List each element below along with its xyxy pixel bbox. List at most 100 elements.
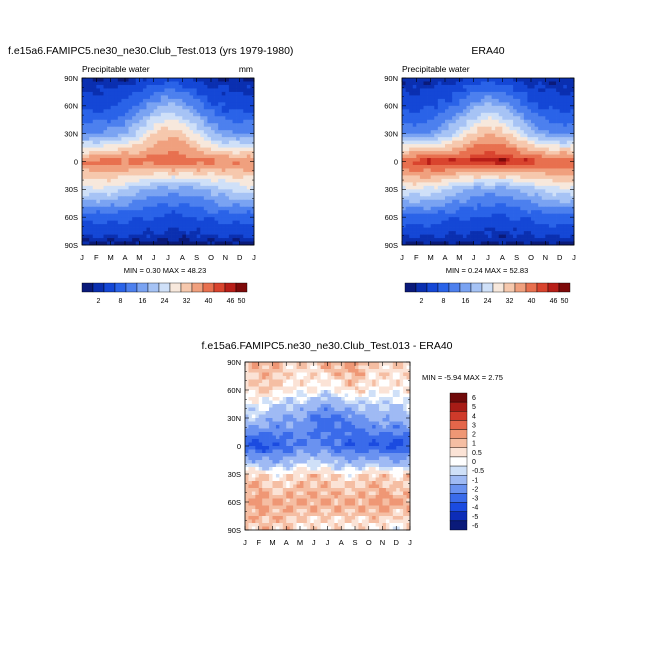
field-cell <box>441 112 446 117</box>
field-cell <box>498 164 503 169</box>
field-cell <box>193 158 198 162</box>
field-cell <box>196 98 201 103</box>
field-cell <box>513 185 518 190</box>
field-cell <box>462 178 467 183</box>
field-cell <box>142 102 147 107</box>
field-cell <box>455 144 460 148</box>
field-cell <box>484 171 489 176</box>
field-cell <box>509 147 514 152</box>
field-cell <box>466 224 471 228</box>
field-cell <box>178 241 183 246</box>
field-cell <box>541 98 546 103</box>
field-cell <box>513 112 518 117</box>
field-cell <box>157 185 162 190</box>
field-cell <box>538 123 543 128</box>
field-cell <box>157 91 162 96</box>
field-cell <box>153 133 158 138</box>
field-cell <box>164 147 169 152</box>
field-cell <box>427 224 432 228</box>
field-cell <box>139 224 144 228</box>
field-cell <box>150 137 155 141</box>
field-cell <box>193 130 198 135</box>
field-cell <box>502 224 507 228</box>
field-cell <box>330 365 335 370</box>
field-cell <box>548 238 553 242</box>
field-cell <box>484 133 489 138</box>
field-cell <box>214 84 219 89</box>
field-cell <box>142 126 147 131</box>
field-cell <box>559 105 564 110</box>
field-cell <box>502 140 507 145</box>
field-cell <box>498 213 503 218</box>
field-cell <box>117 102 122 107</box>
field-cell <box>218 231 223 235</box>
field-cell <box>279 376 284 380</box>
field-cell <box>361 372 366 377</box>
field-cell <box>150 126 155 131</box>
field-cell <box>430 234 435 239</box>
field-cell <box>168 78 172 82</box>
field-cell <box>491 224 496 228</box>
field-cell <box>534 168 539 173</box>
field-cell <box>221 203 226 208</box>
field-cell <box>160 140 165 145</box>
field-cell <box>434 130 439 135</box>
field-cell <box>103 119 108 124</box>
field-cell <box>246 123 251 128</box>
field-cell <box>480 102 485 107</box>
field-cell <box>185 95 190 100</box>
field-cell <box>552 206 557 211</box>
field-cell <box>570 116 575 121</box>
field-cell <box>419 119 424 124</box>
field-cell <box>385 379 390 384</box>
field-cell <box>452 116 457 121</box>
field-cell <box>132 189 137 194</box>
field-cell <box>157 81 162 86</box>
field-cell <box>423 98 428 103</box>
field-cell <box>509 154 514 159</box>
field-cell <box>334 362 339 366</box>
field-cell <box>178 84 183 89</box>
field-cell <box>473 182 478 187</box>
field-cell <box>502 217 507 221</box>
field-cell <box>459 234 464 239</box>
field-cell <box>412 98 417 103</box>
field-cell <box>448 91 453 96</box>
field-cell <box>559 130 564 135</box>
field-cell <box>185 102 190 107</box>
field-cell <box>534 189 539 194</box>
field-cell <box>203 238 208 242</box>
field-cell <box>207 175 212 180</box>
field-cell <box>505 84 510 89</box>
field-cell <box>160 213 165 218</box>
field-cell <box>477 81 482 86</box>
field-cell <box>502 210 507 215</box>
field-cell <box>164 231 169 235</box>
field-cell <box>541 185 546 190</box>
field-cell <box>419 161 424 166</box>
field-cell <box>114 98 119 103</box>
field-cell <box>427 140 432 145</box>
field-cell <box>182 175 187 180</box>
field-cell <box>470 112 475 117</box>
field-cell <box>427 238 432 242</box>
field-cell <box>448 144 453 148</box>
field-cell <box>239 123 244 128</box>
field-cell <box>437 88 442 93</box>
field-cell <box>150 151 155 155</box>
field-cell <box>534 147 539 152</box>
field-cell <box>423 95 428 100</box>
field-cell <box>178 164 183 169</box>
field-cell <box>243 161 248 166</box>
field-cell <box>150 175 155 180</box>
field-cell <box>189 217 194 221</box>
field-cell <box>142 144 147 148</box>
field-cell <box>423 133 428 138</box>
field-cell <box>545 147 550 152</box>
field-cell <box>437 168 442 173</box>
field-cell <box>470 231 475 235</box>
field-cell <box>548 84 553 89</box>
field-cell <box>505 140 510 145</box>
field-cell <box>320 376 325 380</box>
field-cell <box>470 81 475 86</box>
